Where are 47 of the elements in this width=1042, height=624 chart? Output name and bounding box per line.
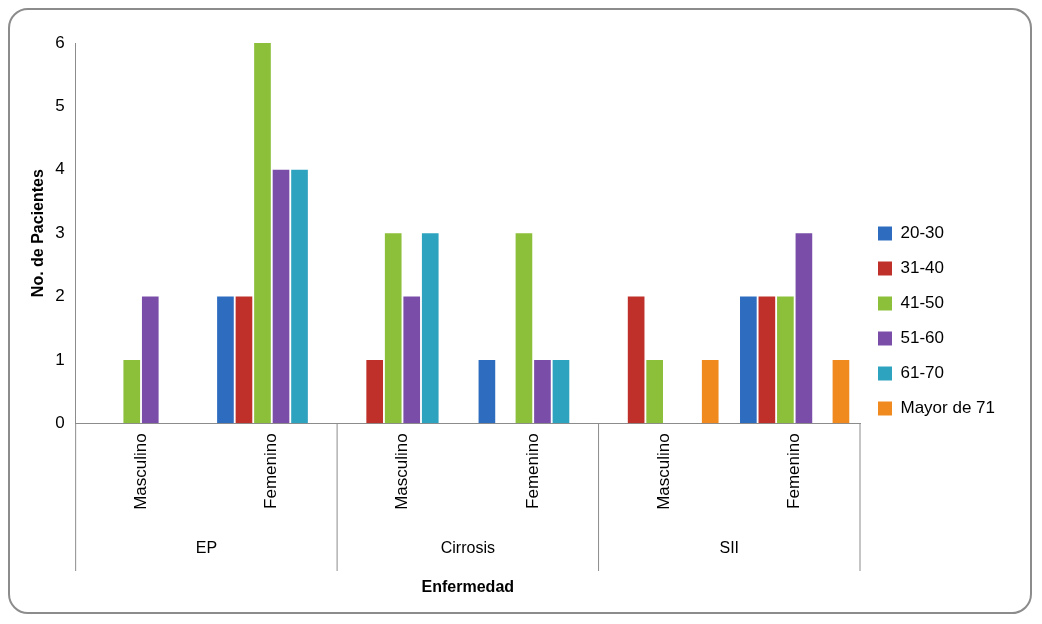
y-tick-label: 1 <box>55 349 65 369</box>
bar <box>217 296 234 424</box>
bar <box>366 359 384 424</box>
bar <box>795 233 813 424</box>
y-tick-label: 5 <box>55 96 65 116</box>
bar <box>403 296 421 424</box>
x-tick-label: Masculino <box>653 433 673 510</box>
legend-label: 20-30 <box>900 223 944 243</box>
x-tick-label: Masculino <box>130 433 150 510</box>
x-tick-label: Masculino <box>392 433 412 510</box>
y-tick-label: 2 <box>55 286 65 306</box>
bar <box>627 296 645 424</box>
bar <box>272 169 290 424</box>
legend-label: 31-40 <box>900 258 944 278</box>
bar <box>777 296 794 424</box>
bar <box>478 359 496 424</box>
text: EP <box>195 539 218 557</box>
bar <box>701 359 719 424</box>
bar <box>740 296 757 424</box>
y-tick-label: 6 <box>55 32 65 52</box>
x-axis-title: Enfermedad <box>421 577 515 595</box>
bar <box>534 359 551 424</box>
legend-label: Mayor de 71 <box>900 398 995 418</box>
y-axis-title: No. de Pacientes <box>29 169 47 298</box>
text: Cirrosis <box>440 539 495 557</box>
bar <box>515 233 533 424</box>
legend-label: 41-50 <box>900 293 944 313</box>
y-tick-label: 0 <box>55 412 65 432</box>
y-tick-label: 4 <box>55 159 65 179</box>
legend-label: 61-70 <box>900 363 944 383</box>
bar <box>235 296 253 424</box>
x-tick-label: Femenino <box>522 433 542 509</box>
bar <box>552 359 570 424</box>
text: SII <box>719 539 740 557</box>
bar <box>758 296 776 424</box>
bar <box>291 169 308 424</box>
bar <box>384 233 402 424</box>
bar <box>254 43 271 424</box>
x-tick-label: Femenino <box>784 433 804 509</box>
bar <box>421 233 439 424</box>
x-tick-label: Femenino <box>261 433 281 509</box>
bar <box>123 359 141 424</box>
y-tick-label: 3 <box>55 222 65 242</box>
bar <box>141 296 159 424</box>
bar <box>832 359 850 424</box>
legend-label: 51-60 <box>900 328 944 348</box>
bar <box>646 359 663 424</box>
